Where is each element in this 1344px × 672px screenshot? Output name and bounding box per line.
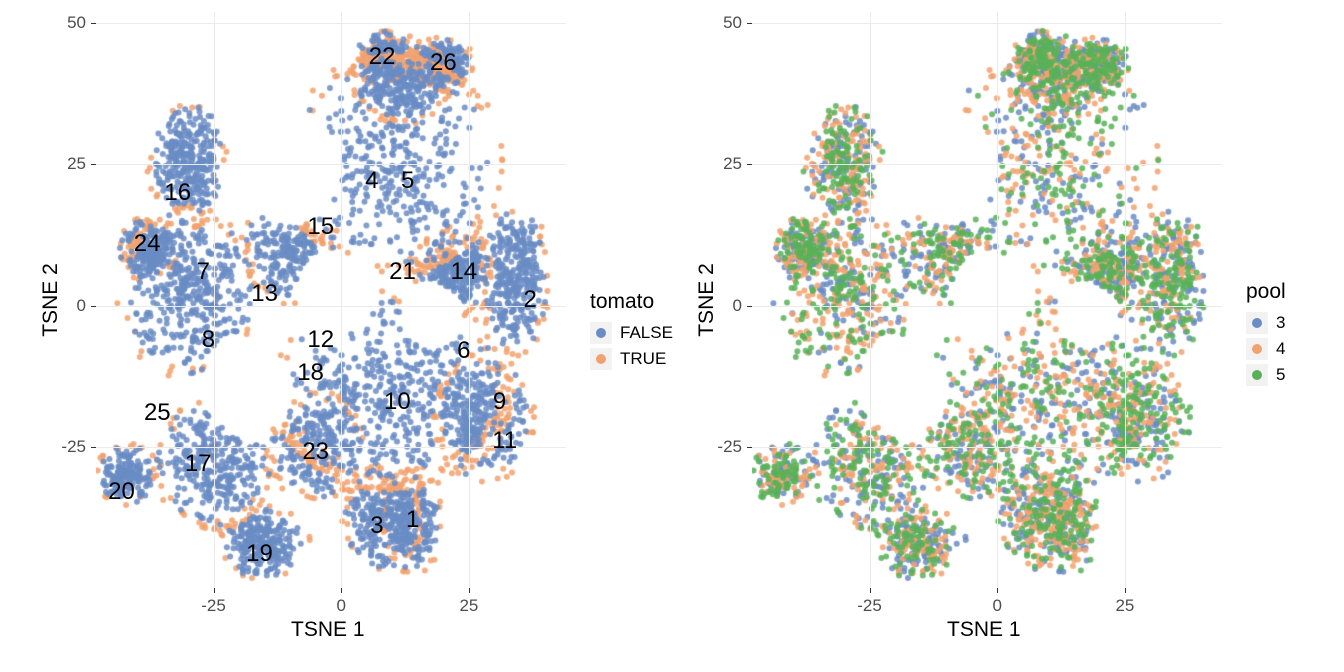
ytick-mark xyxy=(91,447,96,448)
ytick-label: 50 xyxy=(54,13,86,33)
xtick-mark xyxy=(214,588,215,593)
legend-label: 3 xyxy=(1276,313,1285,333)
legend-tomato: tomato FALSE TRUE xyxy=(590,290,673,372)
legend-swatch xyxy=(590,348,612,370)
grid-v xyxy=(469,12,470,588)
grid-h xyxy=(96,164,566,165)
legend-tomato-items: FALSE TRUE xyxy=(590,320,673,372)
grid-v xyxy=(997,12,998,588)
ytick-mark xyxy=(91,164,96,165)
ytick-label: 25 xyxy=(710,154,742,174)
ytick-mark xyxy=(747,164,752,165)
y-axis-title-left: TSNE 2 xyxy=(39,263,63,337)
legend-swatch xyxy=(1246,364,1268,386)
ytick-mark xyxy=(747,447,752,448)
xtick-mark xyxy=(870,588,871,593)
legend-pool: pool 3 4 5 xyxy=(1246,280,1286,388)
legend-swatch xyxy=(1246,312,1268,334)
legend-dot-icon xyxy=(1252,370,1262,380)
ytick-mark xyxy=(747,23,752,24)
grid-v xyxy=(1125,12,1126,588)
grid-h xyxy=(96,306,566,307)
ytick-label: 25 xyxy=(54,154,86,174)
legend-dot-icon xyxy=(596,328,606,338)
legend-item: 5 xyxy=(1246,362,1286,388)
legend-dot-icon xyxy=(596,354,606,364)
xtick-label: 25 xyxy=(1115,596,1134,616)
xtick-label: -25 xyxy=(857,596,882,616)
grid-v xyxy=(214,12,215,588)
legend-dot-icon xyxy=(1252,318,1262,328)
legend-label: 4 xyxy=(1276,339,1285,359)
ytick-mark xyxy=(91,23,96,24)
legend-item: FALSE xyxy=(590,320,673,346)
ytick-mark xyxy=(747,306,752,307)
scatter-canvas-right xyxy=(752,12,1222,588)
xtick-mark xyxy=(1125,588,1126,593)
ytick-mark xyxy=(91,306,96,307)
grid-v xyxy=(870,12,871,588)
legend-pool-items: 3 4 5 xyxy=(1246,310,1286,388)
legend-item: 3 xyxy=(1246,310,1286,336)
xtick-label: 25 xyxy=(459,596,478,616)
xtick-mark xyxy=(341,588,342,593)
legend-label: FALSE xyxy=(620,323,673,343)
legend-item: TRUE xyxy=(590,346,673,372)
plot-area-left: 1234567891011121314151617181920212223242… xyxy=(96,12,566,588)
xtick-label: 0 xyxy=(992,596,1001,616)
legend-swatch xyxy=(1246,338,1268,360)
xtick-label: -25 xyxy=(201,596,226,616)
legend-label: TRUE xyxy=(620,349,666,369)
ytick-label: -25 xyxy=(710,437,742,457)
xtick-mark xyxy=(469,588,470,593)
x-axis-title-right: TSNE 1 xyxy=(947,618,1021,642)
grid-h xyxy=(752,23,1222,24)
grid-h xyxy=(752,164,1222,165)
grid-h xyxy=(96,23,566,24)
x-axis-title-left: TSNE 1 xyxy=(291,618,365,642)
ytick-label: -25 xyxy=(54,437,86,457)
legend-tomato-title: tomato xyxy=(590,290,673,314)
ytick-label: 50 xyxy=(710,13,742,33)
legend-label: 5 xyxy=(1276,365,1285,385)
grid-h xyxy=(752,447,1222,448)
figure-root: 1234567891011121314151617181920212223242… xyxy=(0,0,1344,672)
legend-item: 4 xyxy=(1246,336,1286,362)
xtick-label: 0 xyxy=(336,596,345,616)
legend-dot-icon xyxy=(1252,344,1262,354)
xtick-mark xyxy=(997,588,998,593)
legend-pool-title: pool xyxy=(1246,280,1286,304)
grid-h xyxy=(752,306,1222,307)
legend-swatch xyxy=(590,322,612,344)
scatter-canvas-left xyxy=(96,12,566,588)
grid-v xyxy=(341,12,342,588)
plot-area-right xyxy=(752,12,1222,588)
grid-h xyxy=(96,447,566,448)
y-axis-title-right: TSNE 2 xyxy=(695,263,719,337)
